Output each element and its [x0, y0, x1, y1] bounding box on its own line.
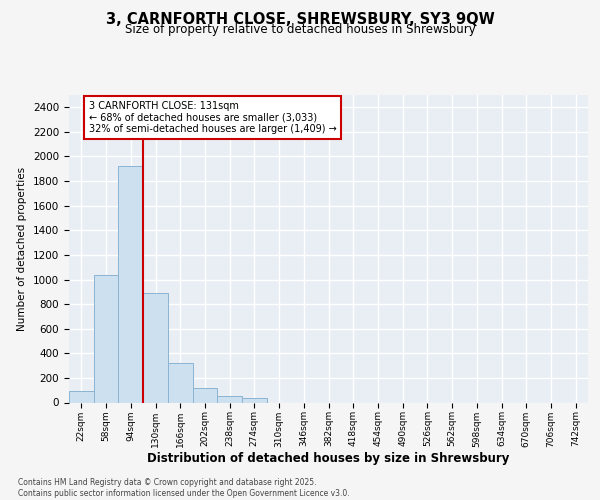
- Text: Size of property relative to detached houses in Shrewsbury: Size of property relative to detached ho…: [125, 22, 475, 36]
- Text: 3, CARNFORTH CLOSE, SHREWSBURY, SY3 9QW: 3, CARNFORTH CLOSE, SHREWSBURY, SY3 9QW: [106, 12, 494, 28]
- Text: 3 CARNFORTH CLOSE: 131sqm
← 68% of detached houses are smaller (3,033)
32% of se: 3 CARNFORTH CLOSE: 131sqm ← 68% of detac…: [89, 101, 337, 134]
- Bar: [143, 293, 168, 403]
- Bar: [193, 388, 217, 402]
- Bar: [168, 363, 193, 403]
- Text: Contains HM Land Registry data © Crown copyright and database right 2025.
Contai: Contains HM Land Registry data © Crown c…: [18, 478, 350, 498]
- Bar: [69, 392, 94, 402]
- Y-axis label: Number of detached properties: Number of detached properties: [17, 166, 28, 331]
- Bar: [118, 166, 143, 402]
- Bar: [242, 398, 267, 402]
- Bar: [94, 274, 118, 402]
- Bar: [217, 396, 242, 402]
- X-axis label: Distribution of detached houses by size in Shrewsbury: Distribution of detached houses by size …: [148, 452, 509, 465]
